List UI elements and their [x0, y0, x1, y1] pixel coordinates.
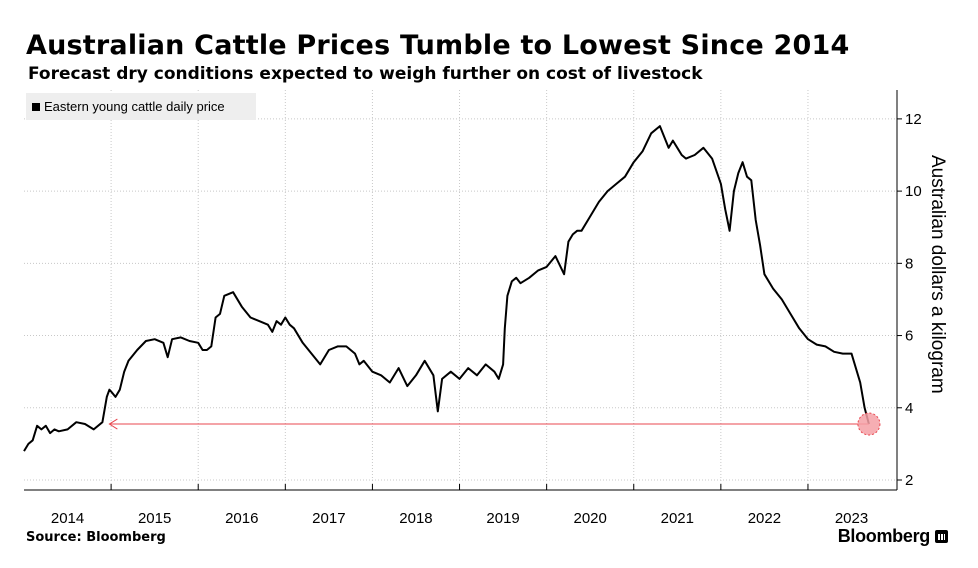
series — [23, 125, 870, 452]
chart-title: Australian Cattle Prices Tumble to Lowes… — [26, 30, 850, 61]
annotation-arrow-head — [108, 418, 118, 430]
legend: Eastern young cattle daily price — [26, 93, 256, 120]
y-tick-label: 8 — [905, 255, 913, 272]
legend-swatch — [32, 102, 40, 111]
x-tick-label: 2016 — [225, 510, 258, 527]
axes: 2 4 6 8 10 12 2014 2015 2016 2017 2018 2019 2020 2021… — [24, 90, 922, 527]
y-tick-label: 2 — [905, 472, 913, 489]
x-tick-label: 2021 — [661, 510, 694, 527]
brand-logo: Bloomberg — [838, 526, 948, 547]
series-line — [23, 125, 870, 452]
chart-subtitle: Forecast dry conditions expected to weig… — [28, 64, 703, 84]
x-tick-label: 2023 — [835, 510, 868, 527]
y-tick-label: 12 — [905, 111, 922, 128]
legend-label: Eastern young cattle daily price — [44, 99, 225, 114]
brand-name: Bloomberg — [837, 526, 931, 546]
y-tick-label: 4 — [905, 400, 913, 417]
x-tick-label: 2017 — [312, 510, 345, 527]
x-tick-label: 2015 — [138, 510, 171, 527]
x-tick-label: 2018 — [399, 510, 432, 527]
x-tick-label: 2020 — [574, 510, 607, 527]
annotation — [108, 412, 881, 436]
x-tick-label: 2022 — [748, 510, 781, 527]
source-note: Source: Bloomberg — [26, 530, 166, 545]
y-axis-label: Australian dollars a kilogram — [927, 155, 948, 394]
y-tick-label: 10 — [905, 183, 922, 200]
x-tick-label: 2019 — [486, 510, 519, 527]
grid — [24, 90, 897, 490]
x-tick-label: 2014 — [51, 510, 84, 527]
y-axis-label-group: Australian dollars a kilogram — [927, 155, 948, 394]
y-tick-label: 6 — [905, 328, 913, 345]
annotation-highlight-circle — [857, 412, 881, 436]
bloomberg-terminal-icon — [935, 530, 948, 543]
